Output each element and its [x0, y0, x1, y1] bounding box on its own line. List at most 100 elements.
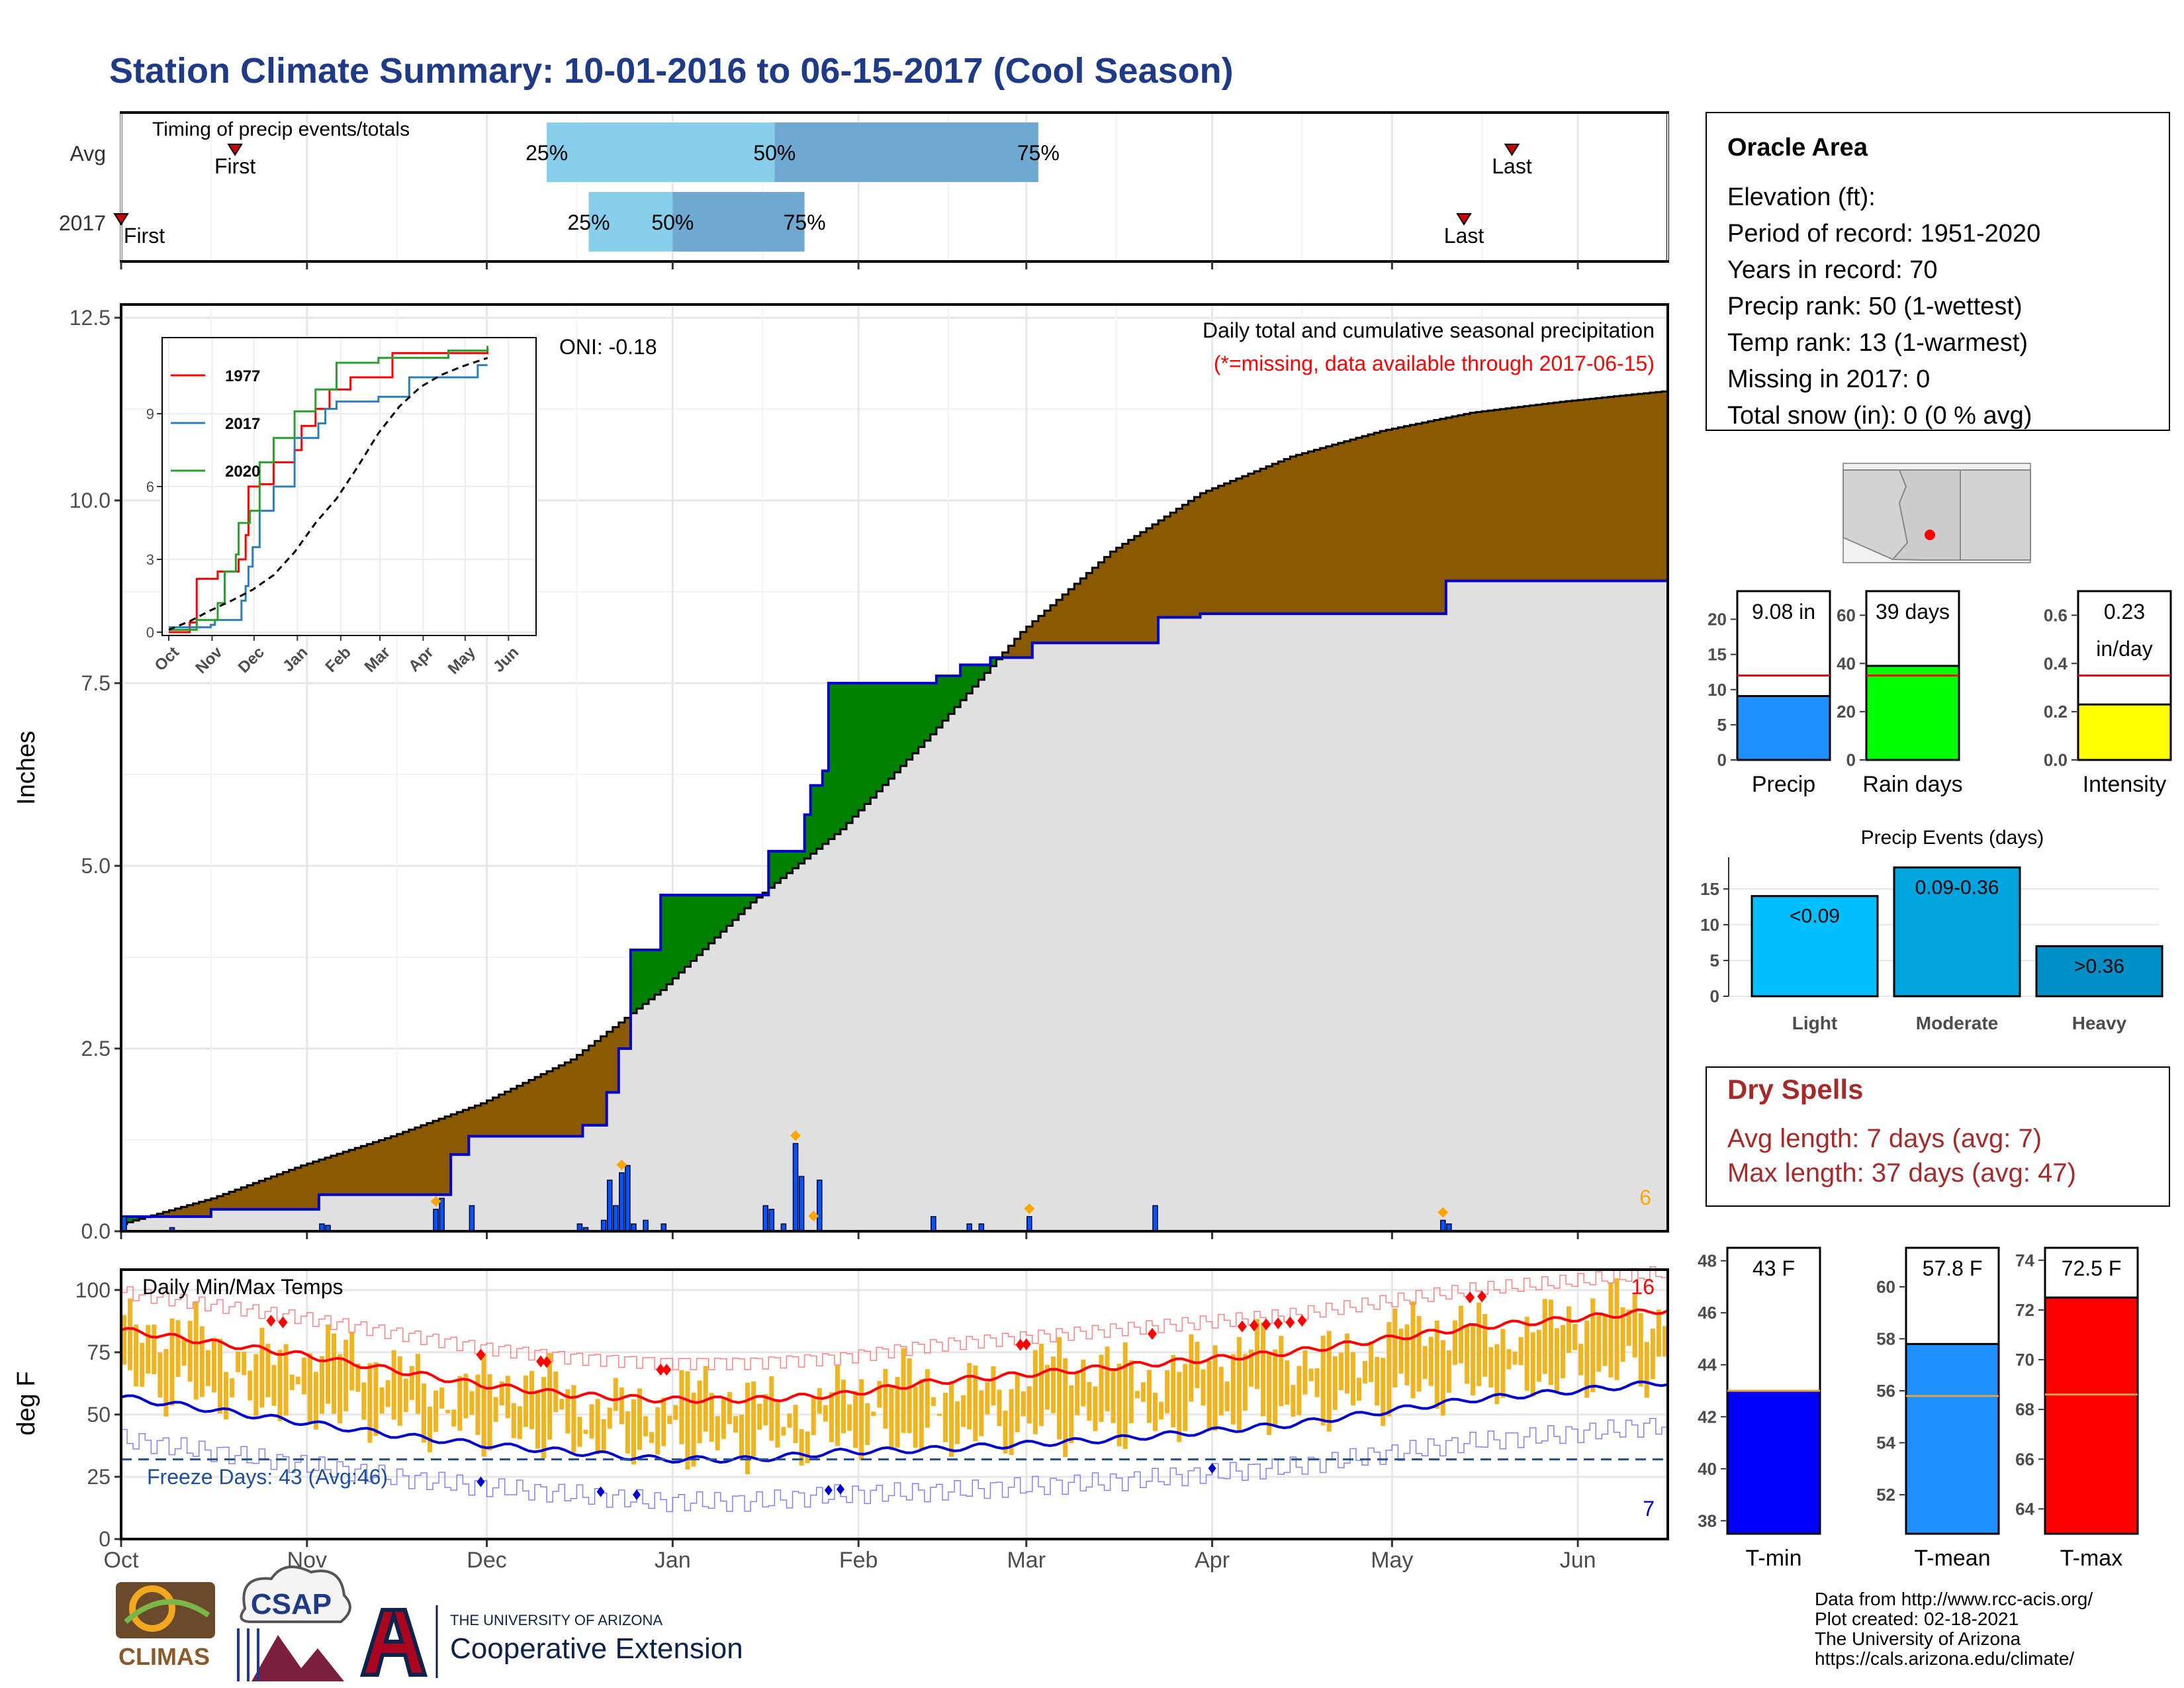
mini-chart-y-tick-label: 0: [1717, 750, 1727, 770]
daily-temp-bar: [1218, 1366, 1224, 1416]
precip-panel: 0.0 2.5 5.0 7.5 10.0 12.5 Daily total and cum…: [13, 261, 1669, 1243]
daily-temp-bar: [1524, 1317, 1529, 1391]
timing-label-50: 50%: [753, 141, 796, 165]
daily-precip-bar: [619, 1172, 625, 1232]
daily-temp-bar: [475, 1374, 480, 1435]
daily-temp-bar: [367, 1363, 373, 1443]
daily-temp-bar: [1332, 1356, 1338, 1411]
daily-temp-bar: [589, 1404, 594, 1439]
daily-temp-bar: [901, 1348, 906, 1433]
daily-temp-bar: [439, 1387, 445, 1409]
temps-y-tick-label: 75: [87, 1340, 111, 1364]
daily-temp-bar: [325, 1324, 331, 1404]
daily-temp-bar: [1488, 1347, 1494, 1388]
month-tick-label: Dec: [467, 1548, 506, 1573]
daily-temp-bar: [1134, 1391, 1140, 1399]
climas-logo-text: CLIMAS: [118, 1643, 210, 1670]
daily-temp-bar: [259, 1327, 265, 1408]
timing-first-marker: [227, 144, 243, 156]
daily-precip-bar: [931, 1216, 936, 1232]
daily-temp-bar: [1590, 1298, 1596, 1393]
daily-temp-bar: [319, 1356, 324, 1414]
daily-temp-bar: [1224, 1382, 1230, 1411]
daily-temp-bar: [1291, 1385, 1296, 1417]
precip-y-axis-label: Inches: [13, 731, 40, 805]
daily-temp-bar: [1159, 1401, 1164, 1420]
daily-precip-bar: [439, 1197, 445, 1232]
daily-temp-bar: [883, 1369, 888, 1429]
daily-temp-bar: [236, 1351, 241, 1372]
daily-temp-bar: [217, 1338, 222, 1414]
daily-temp-bar: [1638, 1313, 1643, 1387]
precip-y-tick-label: 2.5: [81, 1037, 111, 1060]
daily-temp-bar: [697, 1380, 702, 1444]
timing-bar-25-50: [547, 122, 775, 182]
month-tick-label: Mar: [1007, 1548, 1046, 1573]
daily-precip-bar: [816, 1179, 823, 1232]
average-tmax-line: [120, 1308, 1668, 1404]
daily-temp-bar: [1026, 1386, 1032, 1424]
daily-temp-bar: [936, 1413, 942, 1416]
timing-panel: 25% 50% 75% First Last 25% 50% 75% First Last Tim…: [59, 111, 1669, 263]
dry-spells-max-length: Max length: 37 days (avg: 47): [1727, 1158, 2076, 1188]
daily-temp-bar: [535, 1389, 541, 1449]
daily-temp-bar: [1596, 1313, 1602, 1372]
inset-average-line: [168, 357, 488, 631]
daily-temp-bar: [979, 1390, 984, 1436]
daily-temp-bar: [469, 1391, 475, 1415]
record-high-marker: [1015, 1338, 1025, 1351]
precip-event-bar-label: <0.09: [1790, 906, 1840, 927]
mini-chart-value-label: 43 F: [1752, 1256, 1795, 1280]
mini-chart-t-mean: 52 54 56 58 60 57.8 F T-mean: [1876, 1246, 2000, 1571]
daily-precip-bar: [613, 1205, 619, 1232]
daily-temp-bar: [1261, 1322, 1266, 1417]
daily-temp-bar: [793, 1405, 798, 1444]
daily-temp-bar: [1620, 1307, 1625, 1362]
daily-temp-bar: [931, 1397, 936, 1407]
inset-legend-label: 1977: [225, 367, 260, 385]
record-high-marker: [476, 1348, 486, 1361]
daily-temp-bar: [661, 1397, 666, 1446]
daily-temp-bar: [1003, 1411, 1008, 1454]
daily-temp-bar: [1644, 1342, 1649, 1398]
daily-temp-bar: [415, 1354, 420, 1414]
precip-deficit-area: [151, 391, 1668, 1217]
daily-temp-bar: [619, 1387, 624, 1425]
daily-temp-bar: [877, 1381, 882, 1408]
precip-count-label: 6: [1639, 1186, 1651, 1209]
precip-y-tick-label: 5.0: [81, 854, 111, 878]
daily-temp-bar: [583, 1429, 588, 1434]
temps-count-low: 7: [1643, 1497, 1655, 1521]
daily-temp-bar: [230, 1378, 235, 1397]
inset-y-tick-label: 6: [146, 479, 154, 495]
daily-temp-bar: [1434, 1321, 1439, 1409]
month-axis: Oct Nov Dec Jan Feb Mar Apr May Jun: [104, 1539, 1596, 1573]
mini-chart-value-label: 9.08 in: [1752, 600, 1815, 624]
mini-chart-y-tick-label: 60: [1876, 1277, 1895, 1297]
temps-y-tick-label: 0: [99, 1527, 111, 1551]
daily-temp-bar: [667, 1415, 672, 1425]
daily-temp-bar: [517, 1406, 522, 1439]
station-info-line: Precip rank: 50 (1-wettest): [1727, 293, 2023, 320]
daily-temp-bar: [1512, 1351, 1518, 1365]
daily-temp-bar: [433, 1390, 439, 1432]
daily-temp-bar: [1602, 1313, 1608, 1366]
daily-temp-bar: [242, 1351, 247, 1376]
daily-temp-bar: [277, 1350, 283, 1421]
daily-temp-bar: [685, 1371, 690, 1470]
daily-temp-bar: [781, 1427, 786, 1436]
map-state-east: [1960, 469, 2031, 561]
daily-temp-bar: [1530, 1332, 1535, 1397]
record-high-marker: [656, 1364, 666, 1376]
precip-y-ticks: 0.0 2.5 5.0 7.5 10.0 12.5: [69, 261, 1579, 1243]
daily-temp-bar: [1081, 1359, 1086, 1407]
footer-credits: Data from http://www.rcc-acis.org/ Plot …: [1815, 1589, 2093, 1669]
month-tick-label: May: [1371, 1548, 1413, 1573]
daily-temp-bar: [799, 1429, 804, 1466]
daily-temp-bar: [559, 1399, 565, 1410]
month-tick-label: Apr: [1195, 1548, 1230, 1573]
climas-logo-sun: [129, 1585, 175, 1632]
csap-logo: CSAP: [237, 1566, 351, 1681]
